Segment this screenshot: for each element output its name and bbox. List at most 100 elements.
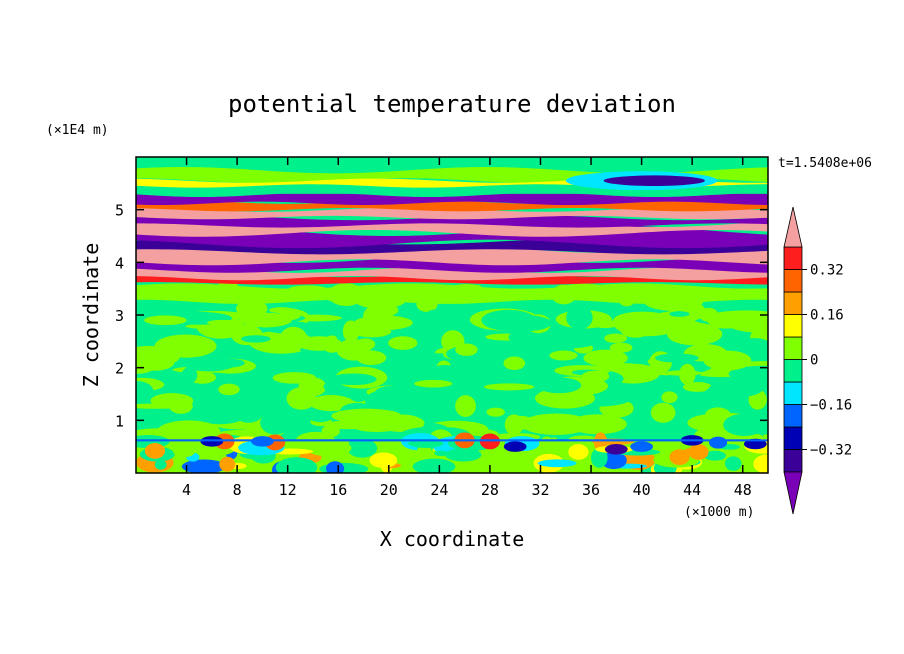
- contour-blob: [669, 311, 690, 317]
- band-pink-3: [136, 218, 768, 237]
- contour-blob: [182, 356, 235, 372]
- x-tick-label: 32: [531, 481, 549, 499]
- contour-blob: [434, 450, 449, 457]
- contour-blob: [278, 308, 302, 321]
- x-unit-label: (×1000 m): [684, 505, 754, 520]
- contour-blob: [404, 313, 439, 337]
- contour-blob: [172, 444, 196, 458]
- band-pink-4: [136, 207, 768, 220]
- contour-blob: [446, 344, 514, 364]
- contour-blob: [591, 320, 620, 329]
- contour-blob: [534, 387, 595, 409]
- contour-blob: [414, 379, 453, 388]
- warm-anomaly: [669, 449, 690, 466]
- x-tick-label: 20: [380, 481, 398, 499]
- contour-blob: [543, 336, 597, 349]
- y-tick-label: 1: [115, 412, 124, 430]
- colorbar-box: [783, 269, 803, 293]
- contour-blob: [724, 456, 742, 471]
- x-tick-label: 24: [430, 481, 448, 499]
- contour-blob: [342, 320, 360, 343]
- contour-blob: [388, 336, 418, 350]
- contour-blob: [321, 424, 340, 438]
- contour-blob: [207, 319, 242, 326]
- contour-blob: [536, 377, 582, 394]
- contour-blob: [661, 391, 678, 404]
- contour-blob: [213, 408, 235, 423]
- contour-blob: [260, 410, 291, 435]
- contour-blob: [310, 360, 342, 368]
- colorbar-box: [783, 381, 803, 405]
- contour-blob: [347, 438, 378, 458]
- contour-blob: [703, 350, 752, 371]
- y-tick-label: 5: [115, 202, 124, 220]
- contour-blob: [136, 357, 156, 374]
- contour-blob: [181, 459, 226, 473]
- contour-blob: [630, 316, 648, 334]
- colorbar-box: [783, 291, 803, 315]
- contour-blob: [218, 383, 240, 396]
- contour-blob: [309, 395, 354, 412]
- colorbar-box: [783, 359, 803, 383]
- contour-blob: [503, 356, 526, 371]
- contour-blob: [412, 458, 456, 473]
- band-pink-low: [136, 267, 768, 281]
- contour-blob: [352, 325, 392, 338]
- contour-blob: [549, 350, 578, 361]
- contour-blob: [329, 373, 377, 386]
- contour-blob: [144, 315, 187, 326]
- contour-blob: [233, 399, 264, 423]
- contour-blob: [583, 349, 628, 367]
- contour-blob: [445, 448, 482, 462]
- contour-blob: [566, 305, 593, 330]
- contour-blob: [497, 364, 534, 380]
- colorbar-box: [783, 426, 803, 450]
- contour-blob: [427, 309, 454, 316]
- contour-blob: [590, 447, 608, 468]
- contour-blob: [416, 443, 432, 463]
- y-unit-label: (×1E4 m): [46, 123, 109, 138]
- y-axis-label: Z coordinate: [79, 243, 103, 388]
- contour-blob: [682, 382, 712, 392]
- colorbar-box: [783, 404, 803, 428]
- contour-blob: [355, 338, 376, 351]
- contour-blob: [239, 312, 292, 328]
- colorbar-box: [783, 246, 803, 270]
- cold-anomaly: [503, 441, 527, 452]
- chart-title: potential temperature deviation: [228, 90, 676, 118]
- contour-blob: [308, 411, 332, 423]
- contour-blob: [650, 402, 676, 423]
- contour-blob: [283, 361, 303, 369]
- colorbar-max-triangle: [783, 206, 803, 248]
- x-tick-label: 28: [481, 481, 499, 499]
- time-label: t=1.5408e+06: [778, 156, 872, 171]
- contour-blob: [363, 304, 394, 328]
- colorbar-box: [783, 336, 803, 360]
- colorbar-box: [783, 314, 803, 338]
- band-purple-top: [136, 192, 768, 206]
- contour-blob: [136, 381, 154, 402]
- contour-blob: [279, 461, 313, 472]
- x-tick-label: 48: [734, 481, 752, 499]
- colorbar-min-triangle: [783, 471, 803, 515]
- y-tick-label: 4: [115, 254, 124, 272]
- x-tick-label: 12: [279, 481, 297, 499]
- contour-blob: [154, 459, 167, 470]
- x-tick-label: 4: [182, 481, 191, 499]
- contour-blob: [504, 414, 524, 436]
- contour-blob: [154, 334, 217, 358]
- colorbar-box: [783, 449, 803, 473]
- y-tick-label: 2: [115, 360, 124, 378]
- contour-blob: [728, 365, 768, 383]
- contour-blob: [286, 387, 317, 410]
- contour-blob: [369, 452, 398, 469]
- colorbar-tick-label: 0.16: [810, 308, 844, 324]
- x-tick-label: 44: [683, 481, 701, 499]
- cold-anomaly: [604, 444, 628, 455]
- contour-blob: [537, 459, 577, 468]
- colorbar-tick-label: −0.16: [810, 398, 852, 414]
- contour-blob: [181, 367, 198, 384]
- contour-blob: [326, 461, 345, 473]
- contour-blob: [709, 436, 728, 449]
- contour-blob: [727, 314, 768, 333]
